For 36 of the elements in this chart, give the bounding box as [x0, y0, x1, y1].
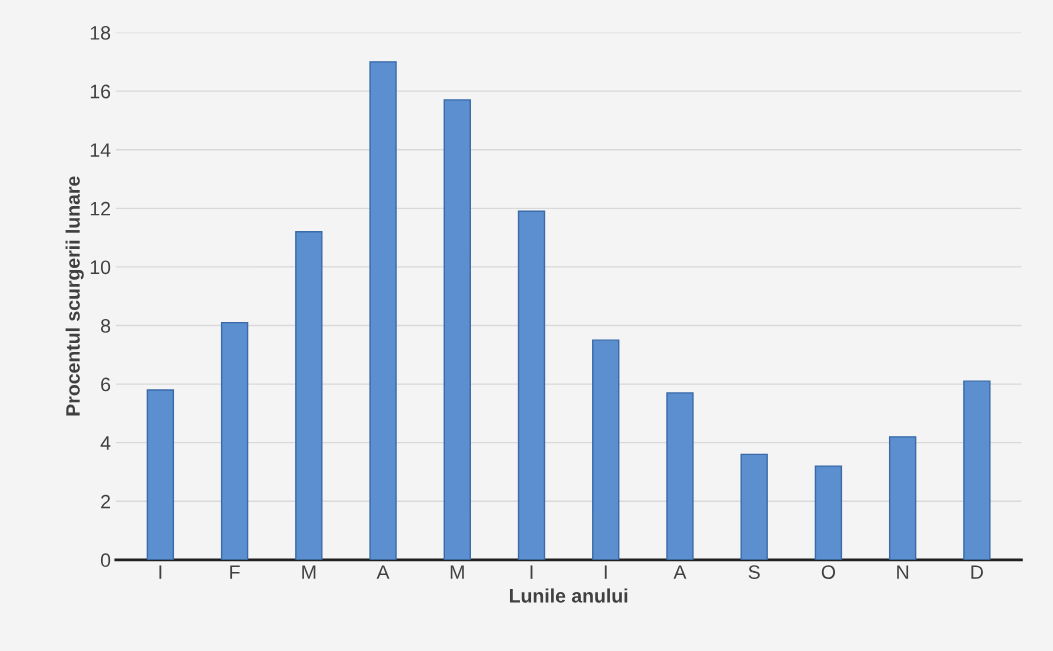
bar	[814, 465, 843, 560]
bar	[666, 392, 694, 560]
y-tick-label: 18	[90, 26, 111, 40]
bar	[146, 389, 175, 560]
x-tick-label: N	[897, 565, 909, 579]
y-tick-label: 6	[101, 377, 111, 392]
y-tick-label: 8	[101, 318, 111, 333]
y-tick-label: 2	[101, 494, 110, 509]
x-tick-label: D	[971, 565, 983, 579]
bar	[888, 436, 917, 560]
y-tick-label: 16	[90, 84, 111, 99]
x-tick-label: A	[673, 565, 687, 579]
x-tick-label: S	[748, 565, 760, 579]
x-tick-label: F	[230, 565, 240, 579]
y-tick-label: 12	[90, 201, 110, 216]
y-tick-label: 10	[90, 260, 111, 275]
bar	[220, 321, 249, 560]
bar	[443, 99, 471, 560]
bar	[517, 210, 546, 560]
y-tick-label: 14	[90, 143, 111, 157]
x-tick-label: I	[530, 565, 533, 579]
y-tick-label: 4	[100, 436, 111, 450]
bar	[963, 380, 991, 560]
bar	[592, 339, 620, 560]
x-tick-label: I	[604, 565, 607, 579]
y-tick-label: 0	[100, 553, 111, 568]
bar	[740, 453, 768, 560]
y-axis-title: Procentul scurgerii lunare	[65, 176, 84, 416]
x-tick-label: A	[376, 565, 390, 579]
bar	[295, 231, 323, 560]
x-tick-label: M	[450, 565, 464, 579]
x-tick-label: I	[159, 565, 162, 579]
x-tick-label: M	[302, 565, 316, 579]
x-axis-title: Lunile anului	[509, 588, 628, 603]
bar	[369, 61, 397, 560]
x-tick-label: O	[821, 565, 836, 579]
